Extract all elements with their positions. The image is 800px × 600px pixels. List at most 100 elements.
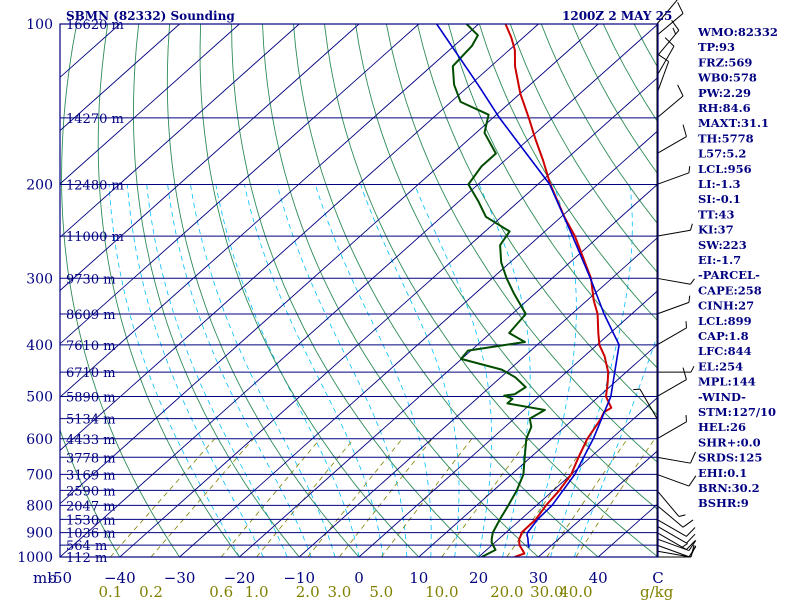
wind-barb xyxy=(656,229,691,237)
chart-time: 1200Z 2 MAY 25 xyxy=(562,9,672,23)
pressure-tick-label: 400 xyxy=(26,338,53,354)
isotherm xyxy=(60,24,420,345)
height-label: 4433 m xyxy=(66,433,116,448)
mixing-ratio-tick-label: 2.0 xyxy=(296,583,320,600)
isotherm xyxy=(60,24,599,505)
isotherm xyxy=(239,183,658,557)
index-entry: PW:2.29 xyxy=(698,86,751,100)
mixing-ratio-tick-label: 10.0 xyxy=(425,583,458,600)
wind-barb xyxy=(656,525,687,544)
pressure-tick-label: 900 xyxy=(26,526,53,542)
index-entry: WB0:578 xyxy=(697,71,757,85)
index-entry: TH:5778 xyxy=(698,131,754,145)
mixing-ratio-tick-label: 40.0 xyxy=(559,583,592,600)
height-label: 3169 m xyxy=(66,468,116,483)
wind-barb xyxy=(656,301,690,315)
isotherm xyxy=(179,129,658,557)
wind-barb-flag xyxy=(681,542,688,548)
height-label: 16620 m xyxy=(66,18,124,33)
mixing-ratio-tick-label: 3.0 xyxy=(327,583,351,600)
index-entry: CAPE:258 xyxy=(698,283,762,297)
moist-adiabat xyxy=(550,184,633,557)
isotherm xyxy=(538,449,658,557)
sounding-traces xyxy=(436,24,620,557)
index-entry: LI:-1.3 xyxy=(698,177,741,191)
wind-barb xyxy=(656,538,690,552)
index-entry: KI:37 xyxy=(698,223,734,237)
mixing-ratio-tick-label: 0.2 xyxy=(139,583,163,600)
moist-adiabat xyxy=(108,184,240,557)
pressure-unit-label: mb xyxy=(33,569,57,587)
index-entry: SHR+:0.0 xyxy=(698,435,761,449)
wind-barb xyxy=(656,550,691,558)
index-entry: LCL:956 xyxy=(698,162,752,176)
wind-barb-flag xyxy=(688,166,691,173)
isotherm xyxy=(418,343,658,557)
wind-barb xyxy=(656,456,691,464)
wind-barb-flag xyxy=(688,540,697,551)
wind-barb-flag xyxy=(686,540,696,550)
index-entry: L57:5.2 xyxy=(698,147,746,161)
pressure-tick-label: 800 xyxy=(26,498,53,514)
height-label: 564 m xyxy=(66,539,107,554)
moist-adiabat xyxy=(146,184,288,557)
wind-barb-flag xyxy=(682,124,687,137)
wind-barb xyxy=(656,379,687,397)
height-label: 7610 m xyxy=(66,339,116,354)
isotherm xyxy=(60,24,180,132)
isotherms xyxy=(60,24,658,557)
pressure-tick-label: 100 xyxy=(26,17,53,33)
index-entry: RH:84.6 xyxy=(698,101,751,115)
isotherm xyxy=(60,24,658,557)
isotherm xyxy=(358,289,658,557)
index-entry: EL:254 xyxy=(698,359,743,373)
height-label: 12480 m xyxy=(66,178,124,193)
wind-barb xyxy=(656,13,684,36)
wind-barb xyxy=(656,490,680,517)
index-entry: SRDS:125 xyxy=(698,451,762,465)
wind-barb xyxy=(656,518,687,537)
moist-adiabat xyxy=(244,184,384,557)
isotherm xyxy=(60,24,479,398)
wind-barb-flag xyxy=(678,514,686,517)
mixing-ratio-tick-label: 20.0 xyxy=(490,583,523,600)
wind-barb xyxy=(656,544,690,558)
isotherm xyxy=(298,236,658,557)
index-entry: LCL:899 xyxy=(698,314,752,328)
height-label: 14270 m xyxy=(66,112,124,127)
wind-barb xyxy=(656,45,675,76)
temperature-tick-label: 30 xyxy=(529,569,548,587)
wind-barb-flag xyxy=(682,519,694,528)
pressure-tick-label: 500 xyxy=(26,390,53,406)
index-entry: MPL:144 xyxy=(698,375,756,389)
wind-profile xyxy=(633,0,697,558)
index-entry: WMO:82332 xyxy=(697,25,778,39)
mixing-ratio-tick-label: 0.6 xyxy=(209,583,233,600)
index-entry: CAP:1.8 xyxy=(698,329,749,343)
mixing-ratio-tick-label: 30.0 xyxy=(530,583,563,600)
wind-barb xyxy=(656,172,690,185)
wind-barb-flag xyxy=(688,475,697,487)
height-label: 5134 m xyxy=(66,413,116,428)
pressure-tick-label: 600 xyxy=(26,432,53,448)
mixing-ratio-tick-label: 5.0 xyxy=(369,583,393,600)
temperature-tick-label: C xyxy=(652,569,663,587)
isotherm xyxy=(60,24,300,238)
index-entry: -PARCEL- xyxy=(698,268,760,282)
wind-barb xyxy=(656,504,684,528)
wind-barb-flag xyxy=(690,451,696,464)
isotherm xyxy=(60,24,539,452)
moist-adiabat xyxy=(126,184,264,557)
wind-barb-flag xyxy=(690,365,695,373)
height-label: 9730 m xyxy=(66,272,116,287)
wind-barb-flag xyxy=(686,533,696,544)
mixing-ratio-unit-label: g/kg xyxy=(640,583,674,600)
wind-barb xyxy=(656,473,690,487)
height-label: 112 m xyxy=(66,551,107,566)
index-entry: EI:-1.7 xyxy=(698,253,741,267)
wind-barb xyxy=(656,532,687,551)
index-entry: TT:43 xyxy=(698,207,735,221)
isotherm xyxy=(119,76,658,557)
isotherm xyxy=(60,24,360,292)
